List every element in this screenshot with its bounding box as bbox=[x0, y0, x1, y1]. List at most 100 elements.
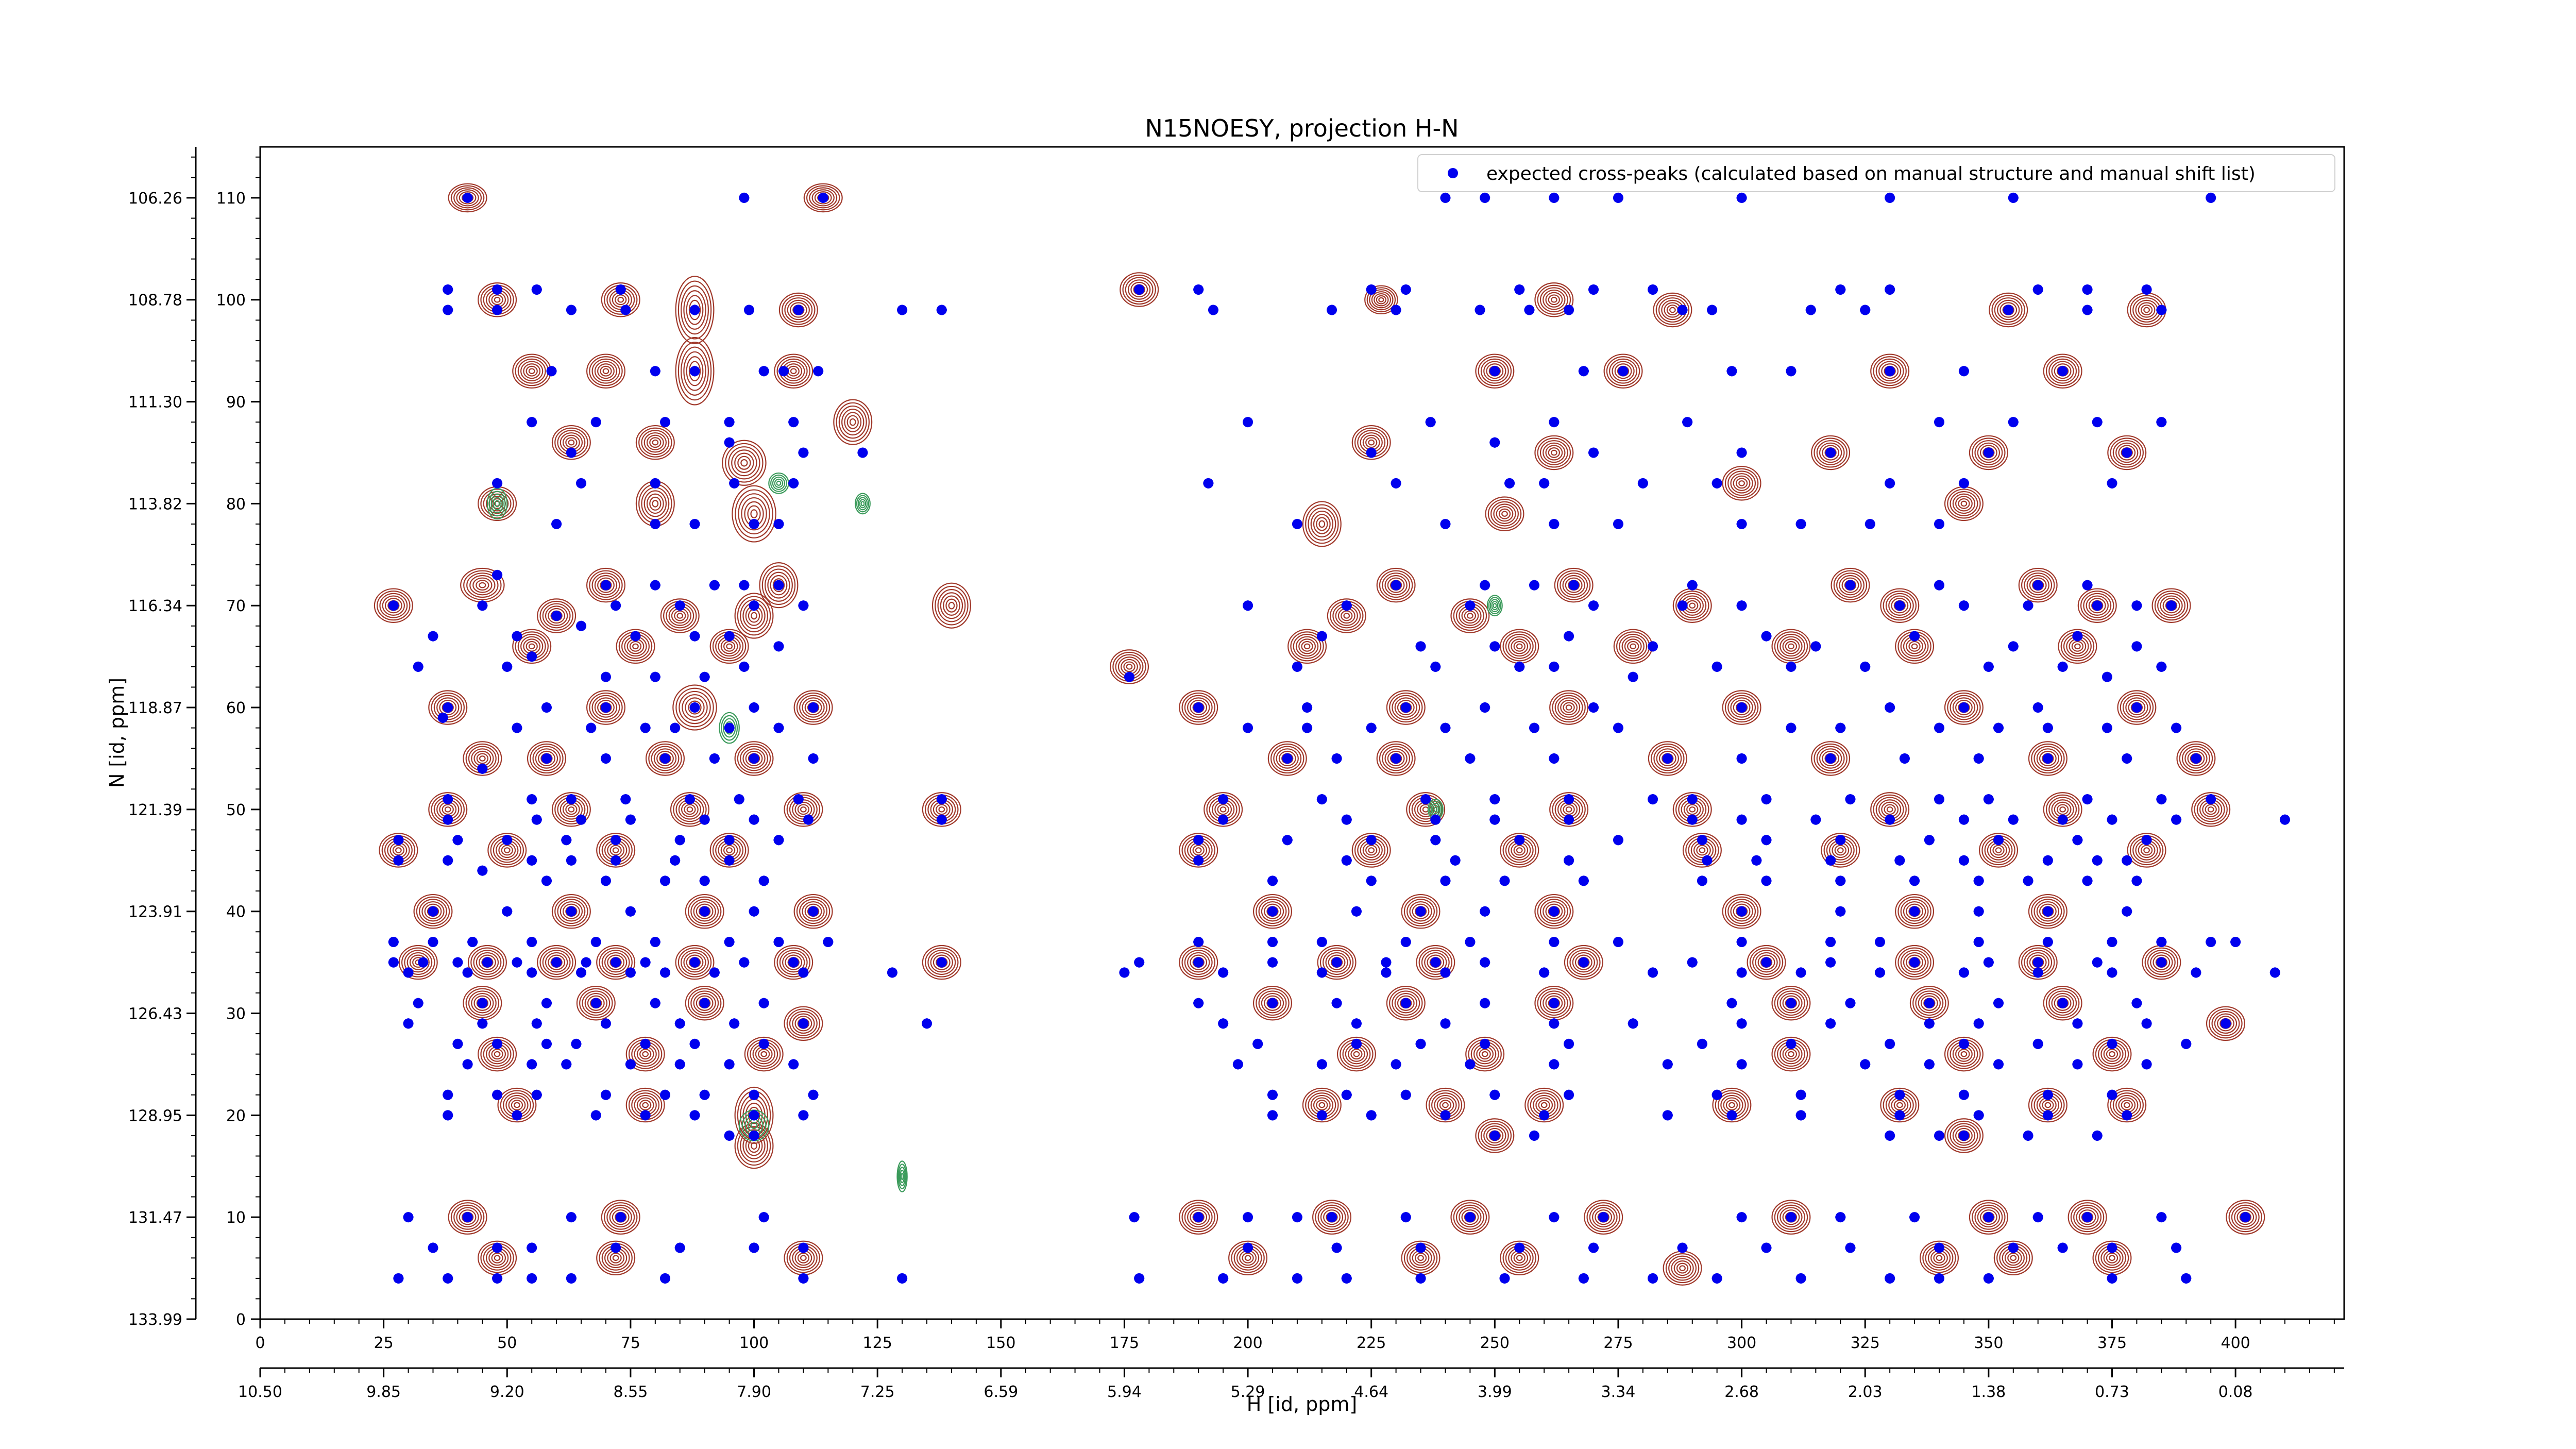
contour-ring bbox=[479, 582, 486, 588]
cross-peak-marker bbox=[452, 957, 463, 968]
contour-ring bbox=[646, 434, 664, 450]
contour-ring bbox=[594, 575, 618, 596]
cross-peak-marker bbox=[1366, 447, 1377, 458]
cross-peak-marker bbox=[1341, 1273, 1352, 1284]
contour-ring bbox=[562, 903, 580, 919]
contour-ring bbox=[2029, 577, 2047, 593]
contour-ring bbox=[1256, 896, 1290, 926]
cross-peak-marker bbox=[689, 518, 700, 529]
contour-ring bbox=[1699, 847, 1706, 853]
contour-ring bbox=[643, 490, 667, 517]
contour-ring bbox=[2036, 748, 2060, 769]
contour-ring bbox=[603, 1202, 638, 1233]
contour-ring bbox=[649, 437, 662, 448]
cross-peak-marker bbox=[1564, 631, 1574, 642]
contour-ring bbox=[685, 697, 705, 718]
contour-ring bbox=[431, 692, 465, 723]
cross-peak-marker bbox=[1578, 366, 1589, 377]
contour-ring bbox=[1994, 297, 2023, 323]
cross-peak-marker bbox=[1331, 998, 1342, 1008]
cross-peak-marker bbox=[527, 937, 537, 948]
contour-ring bbox=[925, 947, 959, 978]
contour-ring bbox=[1179, 1200, 1218, 1235]
contour-peak bbox=[635, 425, 675, 460]
contour-peak bbox=[1534, 985, 1574, 1021]
cross-peak-marker bbox=[1588, 1242, 1599, 1253]
cross-peak-marker bbox=[1489, 1089, 1500, 1100]
cross-peak-marker bbox=[477, 600, 488, 611]
cross-peak-marker bbox=[2230, 937, 2241, 948]
contour-ring bbox=[737, 456, 751, 470]
cross-peak-marker bbox=[1835, 835, 1846, 846]
cross-peak-marker bbox=[758, 875, 769, 886]
contour-ring bbox=[1584, 1200, 1623, 1235]
cross-peak-marker bbox=[749, 600, 759, 611]
contour-ring bbox=[796, 692, 831, 723]
contour-ring bbox=[1774, 988, 1808, 1018]
contour-ring bbox=[1475, 1118, 1515, 1153]
cross-peak-marker bbox=[739, 192, 750, 203]
contour-ring bbox=[1416, 945, 1455, 980]
cross-peak-marker bbox=[1810, 814, 1821, 825]
contour-ring bbox=[1955, 1127, 1973, 1144]
contour-ring bbox=[1563, 804, 1575, 815]
contour-ring bbox=[1184, 695, 1213, 720]
contour-ring bbox=[448, 183, 487, 213]
contour-ring bbox=[776, 947, 810, 978]
contour-ring bbox=[539, 947, 573, 978]
contour-ring bbox=[1560, 699, 1578, 716]
contour-ring bbox=[542, 603, 571, 629]
contour-ring bbox=[2077, 588, 2117, 623]
cross-peak-marker bbox=[1628, 671, 1638, 682]
negative-contour-ring bbox=[900, 1170, 905, 1184]
contour-ring bbox=[470, 947, 504, 978]
contour-ring bbox=[1554, 567, 1594, 603]
contour-ring bbox=[2073, 1204, 2102, 1230]
contour-ring bbox=[1776, 633, 1805, 659]
contour-ring bbox=[782, 295, 816, 325]
cross-peak-marker bbox=[758, 366, 769, 377]
contour-ring bbox=[800, 806, 807, 813]
cross-peak-marker bbox=[492, 284, 503, 295]
contour-ring bbox=[1722, 690, 1761, 725]
contour-ring bbox=[2080, 591, 2114, 621]
contour-ring bbox=[794, 801, 812, 817]
contour-ring bbox=[1302, 1087, 1342, 1123]
cross-peak-marker bbox=[788, 478, 799, 488]
contour-ring bbox=[1733, 475, 1751, 491]
contour-peak bbox=[1351, 425, 1391, 460]
cross-peak-marker bbox=[699, 906, 710, 917]
contour-ring bbox=[1785, 1049, 1798, 1060]
cross-peak-marker bbox=[1366, 1110, 1377, 1121]
cross-peak-marker bbox=[1430, 661, 1441, 672]
contour-ring bbox=[517, 358, 546, 384]
contour-ring bbox=[1312, 1200, 1352, 1235]
contour-ring bbox=[1298, 638, 1316, 654]
cross-peak-marker bbox=[1786, 722, 1797, 733]
contour-ring bbox=[406, 952, 430, 973]
cross-peak-marker bbox=[1440, 518, 1451, 529]
cross-peak-marker bbox=[2107, 967, 2117, 978]
contour-ring bbox=[1480, 1123, 1509, 1149]
contour-ring bbox=[1290, 631, 1324, 662]
cross-peak-marker bbox=[1711, 661, 1722, 672]
contour-ring bbox=[2036, 901, 2060, 922]
cross-peak-marker bbox=[2023, 875, 2033, 886]
contour-ring bbox=[759, 562, 799, 609]
cross-peak-marker bbox=[749, 702, 759, 713]
contour-ring bbox=[1387, 750, 1405, 767]
contour-peak bbox=[551, 894, 591, 929]
contour-ring bbox=[379, 833, 418, 868]
contour-peak bbox=[1549, 690, 1589, 725]
contour-ring bbox=[612, 847, 619, 853]
contour-ring bbox=[685, 894, 724, 929]
contour-ring bbox=[1317, 945, 1357, 980]
contour-peak bbox=[537, 598, 577, 633]
contour-ring bbox=[1564, 945, 1603, 980]
contour-ring bbox=[545, 952, 568, 973]
cross-peak-marker bbox=[2107, 1089, 2117, 1100]
contour-ring bbox=[2191, 792, 2231, 827]
contour-ring bbox=[1389, 692, 1423, 723]
contour-ring bbox=[503, 847, 511, 853]
